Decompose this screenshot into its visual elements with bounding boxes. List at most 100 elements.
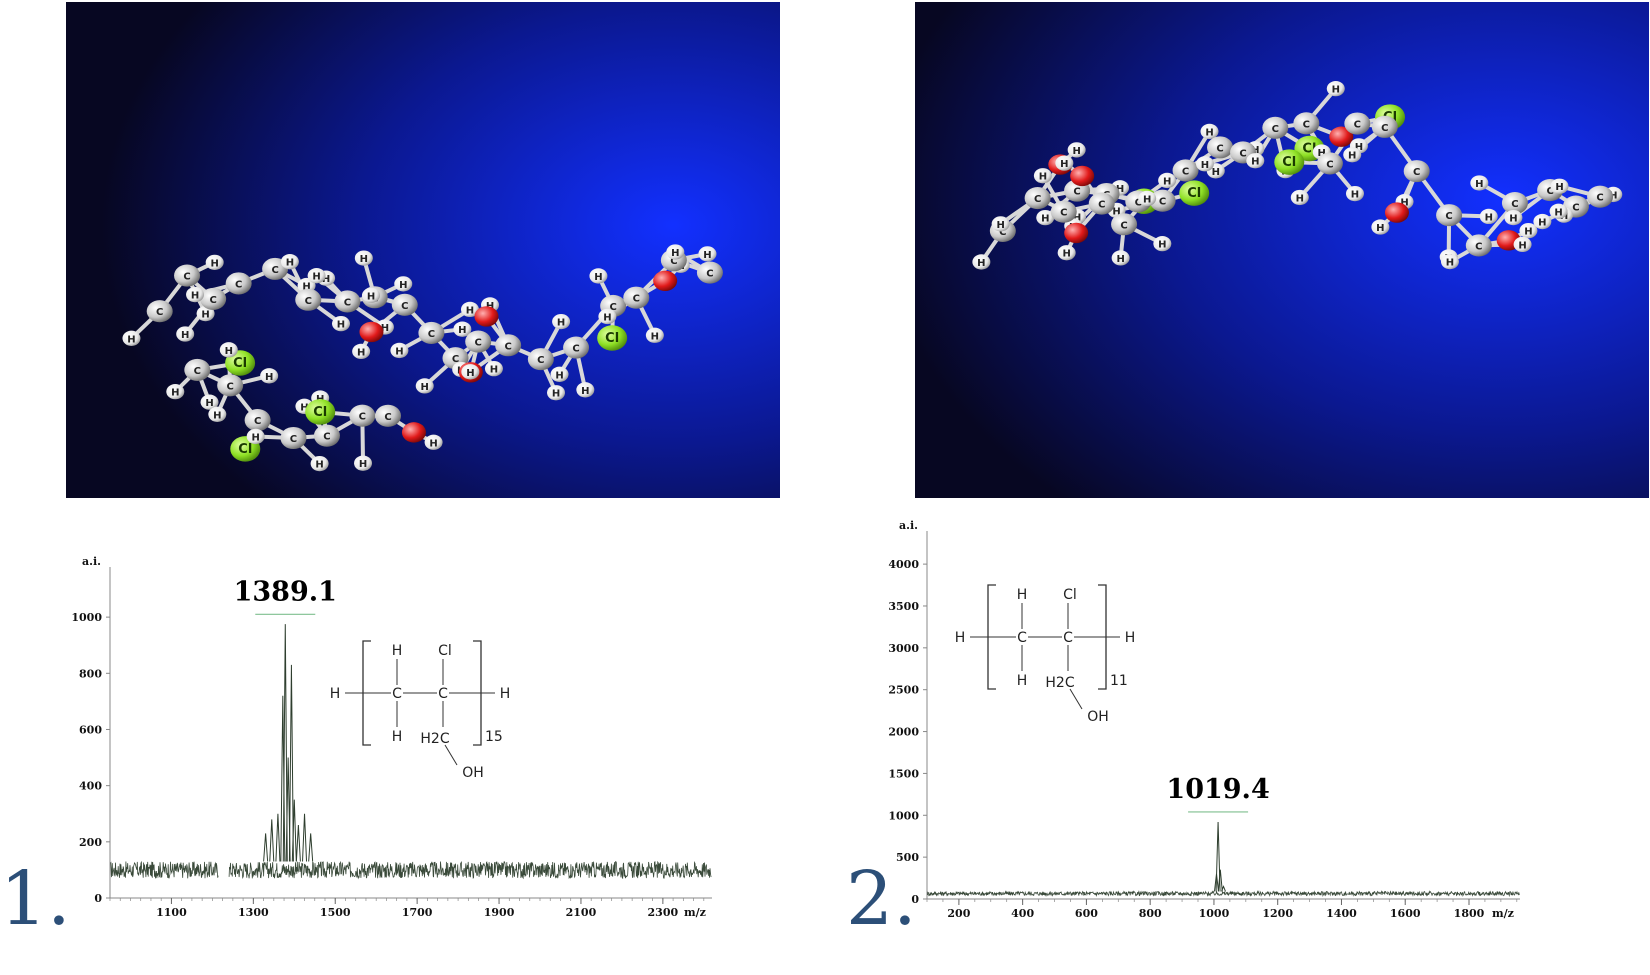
atom-o: [359, 322, 383, 342]
svg-text:11: 11: [1110, 673, 1128, 689]
atom-h: H: [1343, 147, 1361, 162]
peak-label: 1389.1: [234, 576, 337, 607]
svg-text:H: H: [1554, 207, 1562, 218]
atom-h: H: [122, 331, 140, 346]
spectrum-peak: [309, 833, 313, 861]
svg-text:C: C: [1572, 203, 1579, 214]
spectrum-trace: [229, 862, 711, 879]
atom-h: H: [1441, 254, 1459, 269]
svg-text:H: H: [977, 258, 985, 269]
svg-text:H: H: [251, 432, 259, 443]
svg-text:H: H: [315, 460, 323, 471]
x-axis-label: m/z: [684, 906, 706, 919]
spectrum-peak: [270, 819, 274, 861]
x-tick-label: 1500: [320, 906, 351, 919]
svg-text:C: C: [1596, 193, 1603, 204]
svg-text:H: H: [651, 331, 659, 342]
svg-text:H: H: [181, 330, 189, 341]
svg-text:H: H: [490, 365, 498, 376]
x-tick-label: 1300: [238, 906, 269, 919]
svg-text:H: H: [191, 291, 199, 302]
svg-text:H: H: [360, 254, 368, 265]
svg-text:H: H: [286, 258, 294, 269]
atom-c: C: [1025, 187, 1051, 209]
atom-o: [474, 306, 498, 326]
atom-cl: Cl: [1179, 180, 1209, 206]
atom-c: C: [1207, 136, 1233, 158]
svg-text:C: C: [359, 412, 366, 423]
x-tick-label: 600: [1075, 907, 1098, 920]
atom-cl: Cl: [1274, 149, 1304, 175]
y-tick-label: 600: [79, 723, 102, 736]
svg-text:H: H: [594, 272, 602, 283]
svg-text:H: H: [996, 220, 1004, 231]
atom-c: C: [697, 262, 723, 284]
atom-h: H: [1551, 179, 1569, 194]
svg-text:Cl: Cl: [1063, 587, 1077, 603]
atom-o: [1064, 223, 1088, 243]
atom-c: C: [217, 374, 243, 396]
svg-text:C: C: [305, 296, 312, 307]
svg-text:H: H: [1143, 194, 1151, 205]
svg-text:H: H: [1555, 182, 1563, 193]
svg-text:C: C: [1326, 159, 1333, 170]
atom-c: C: [200, 288, 226, 310]
svg-text:H: H: [1017, 673, 1028, 689]
atom-c: C: [280, 427, 306, 449]
svg-text:H: H: [421, 382, 429, 393]
y-tick-label: 3500: [888, 600, 919, 613]
svg-text:H: H: [1041, 214, 1049, 225]
atom-c: C: [1173, 159, 1199, 181]
atom-c: C: [1317, 152, 1343, 174]
svg-text:H: H: [127, 334, 135, 345]
svg-text:H: H: [500, 686, 511, 702]
atom-c: C: [418, 322, 444, 344]
svg-text:H: H: [1125, 630, 1136, 646]
svg-text:Cl: Cl: [238, 442, 252, 457]
atom-h: H: [666, 244, 684, 259]
atom-c: C: [184, 359, 210, 381]
atom-h: H: [208, 407, 226, 422]
spectrum-trace: [111, 862, 219, 879]
atom-h: H: [1112, 250, 1130, 265]
svg-text:H: H: [1538, 218, 1546, 229]
svg-text:H: H: [225, 346, 233, 357]
svg-text:C: C: [1063, 630, 1073, 646]
svg-text:15: 15: [485, 729, 503, 745]
svg-text:H: H: [399, 280, 407, 291]
atom-c: C: [1262, 117, 1288, 139]
svg-text:C: C: [438, 686, 448, 702]
atom-h: H: [1034, 168, 1052, 183]
svg-text:C: C: [235, 279, 242, 290]
atom-h: H: [1201, 124, 1219, 139]
atom-cl: Cl: [597, 325, 627, 351]
svg-text:C: C: [1034, 194, 1041, 205]
svg-text:C: C: [428, 329, 435, 340]
x-tick-label: 2300: [648, 906, 679, 919]
svg-text:C: C: [633, 294, 640, 305]
svg-text:C: C: [504, 341, 511, 352]
svg-text:C: C: [209, 295, 216, 306]
svg-text:H: H: [1017, 587, 1028, 603]
atom-h: H: [1055, 155, 1073, 170]
atom-h: H: [281, 254, 299, 269]
svg-text:C: C: [572, 344, 579, 355]
y-axis-label: a.i.: [82, 555, 101, 568]
atom-h: H: [247, 429, 265, 444]
atom-c: C: [1344, 112, 1370, 134]
atom-h: H: [1533, 214, 1551, 229]
panel-number-1: 1.: [0, 862, 71, 936]
panel-number-2: 2.: [846, 862, 917, 936]
atom-h: H: [355, 250, 373, 265]
svg-text:Cl: Cl: [313, 405, 327, 420]
svg-text:C: C: [1216, 143, 1223, 154]
svg-text:C: C: [1381, 123, 1388, 134]
svg-text:H: H: [555, 370, 563, 381]
svg-text:C: C: [271, 265, 278, 276]
svg-text:C: C: [1017, 630, 1027, 646]
svg-text:C: C: [183, 272, 190, 283]
svg-text:C: C: [344, 297, 351, 308]
svg-text:C: C: [1182, 166, 1189, 177]
svg-text:H: H: [265, 372, 273, 383]
